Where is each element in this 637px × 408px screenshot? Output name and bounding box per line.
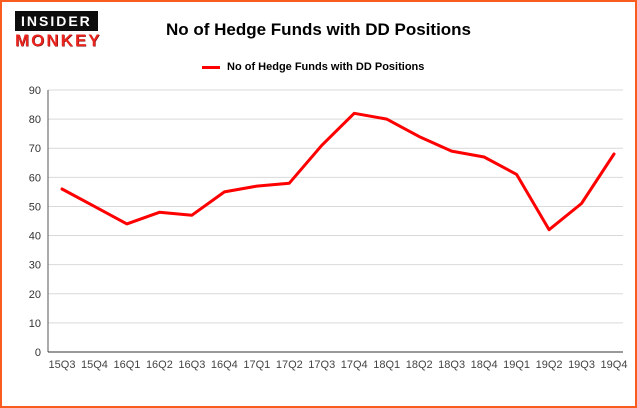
y-axis-tick-label: 0 — [35, 347, 41, 359]
x-axis-tick-label: 18Q1 — [373, 359, 400, 371]
x-axis-tick-label: 16Q2 — [146, 359, 173, 371]
chart-legend: No of Hedge Funds with DD Positions — [202, 61, 424, 73]
y-axis-tick-label: 20 — [29, 289, 41, 301]
x-axis-tick-label: 15Q4 — [81, 359, 108, 371]
x-axis-tick-label: 17Q3 — [308, 359, 335, 371]
y-axis-tick-label: 90 — [29, 85, 41, 97]
x-axis-tick-label: 16Q4 — [211, 359, 238, 371]
x-axis-tick-label: 19Q2 — [536, 359, 563, 371]
y-axis-tick-label: 70 — [29, 143, 41, 155]
y-axis-tick-label: 30 — [29, 260, 41, 272]
logo-text-monkey: MONKEY — [15, 30, 102, 50]
legend-label: No of Hedge Funds with DD Positions — [227, 61, 425, 73]
x-axis-tick-label: 18Q4 — [471, 359, 498, 371]
logo-text-insider: INSIDER — [15, 11, 98, 31]
y-axis-tick-label: 80 — [29, 114, 41, 126]
y-axis-tick-label: 50 — [29, 201, 41, 213]
x-axis-tick-label: 17Q1 — [243, 359, 270, 371]
legend-line-swatch — [202, 65, 220, 69]
y-axis-tick-label: 40 — [29, 231, 41, 243]
x-axis-tick-label: 19Q4 — [601, 359, 628, 371]
x-axis-tick-label: 16Q3 — [178, 359, 205, 371]
y-axis-tick-label: 10 — [29, 318, 41, 330]
x-axis-tick-label: 19Q3 — [568, 359, 595, 371]
x-axis-tick-label: 18Q3 — [438, 359, 465, 371]
y-axis-tick-label: 60 — [29, 172, 41, 184]
x-axis-tick-label: 17Q4 — [341, 359, 368, 371]
x-axis-tick-label: 17Q2 — [276, 359, 303, 371]
insider-monkey-logo: INSIDER MONKEY — [15, 11, 102, 50]
x-axis-tick-label: 15Q3 — [49, 359, 76, 371]
x-axis-tick-label: 19Q1 — [503, 359, 530, 371]
page-title: No of Hedge Funds with DD Positions — [165, 20, 472, 39]
x-axis-tick-label: 16Q1 — [113, 359, 140, 371]
x-axis-tick-label: 18Q2 — [406, 359, 433, 371]
data-line-series — [60, 111, 616, 232]
line-chart: 0 10 20 30 40 50 60 70 80 90 15Q3 15Q4 16Q1 16Q2 16Q3 1… — [29, 85, 628, 371]
